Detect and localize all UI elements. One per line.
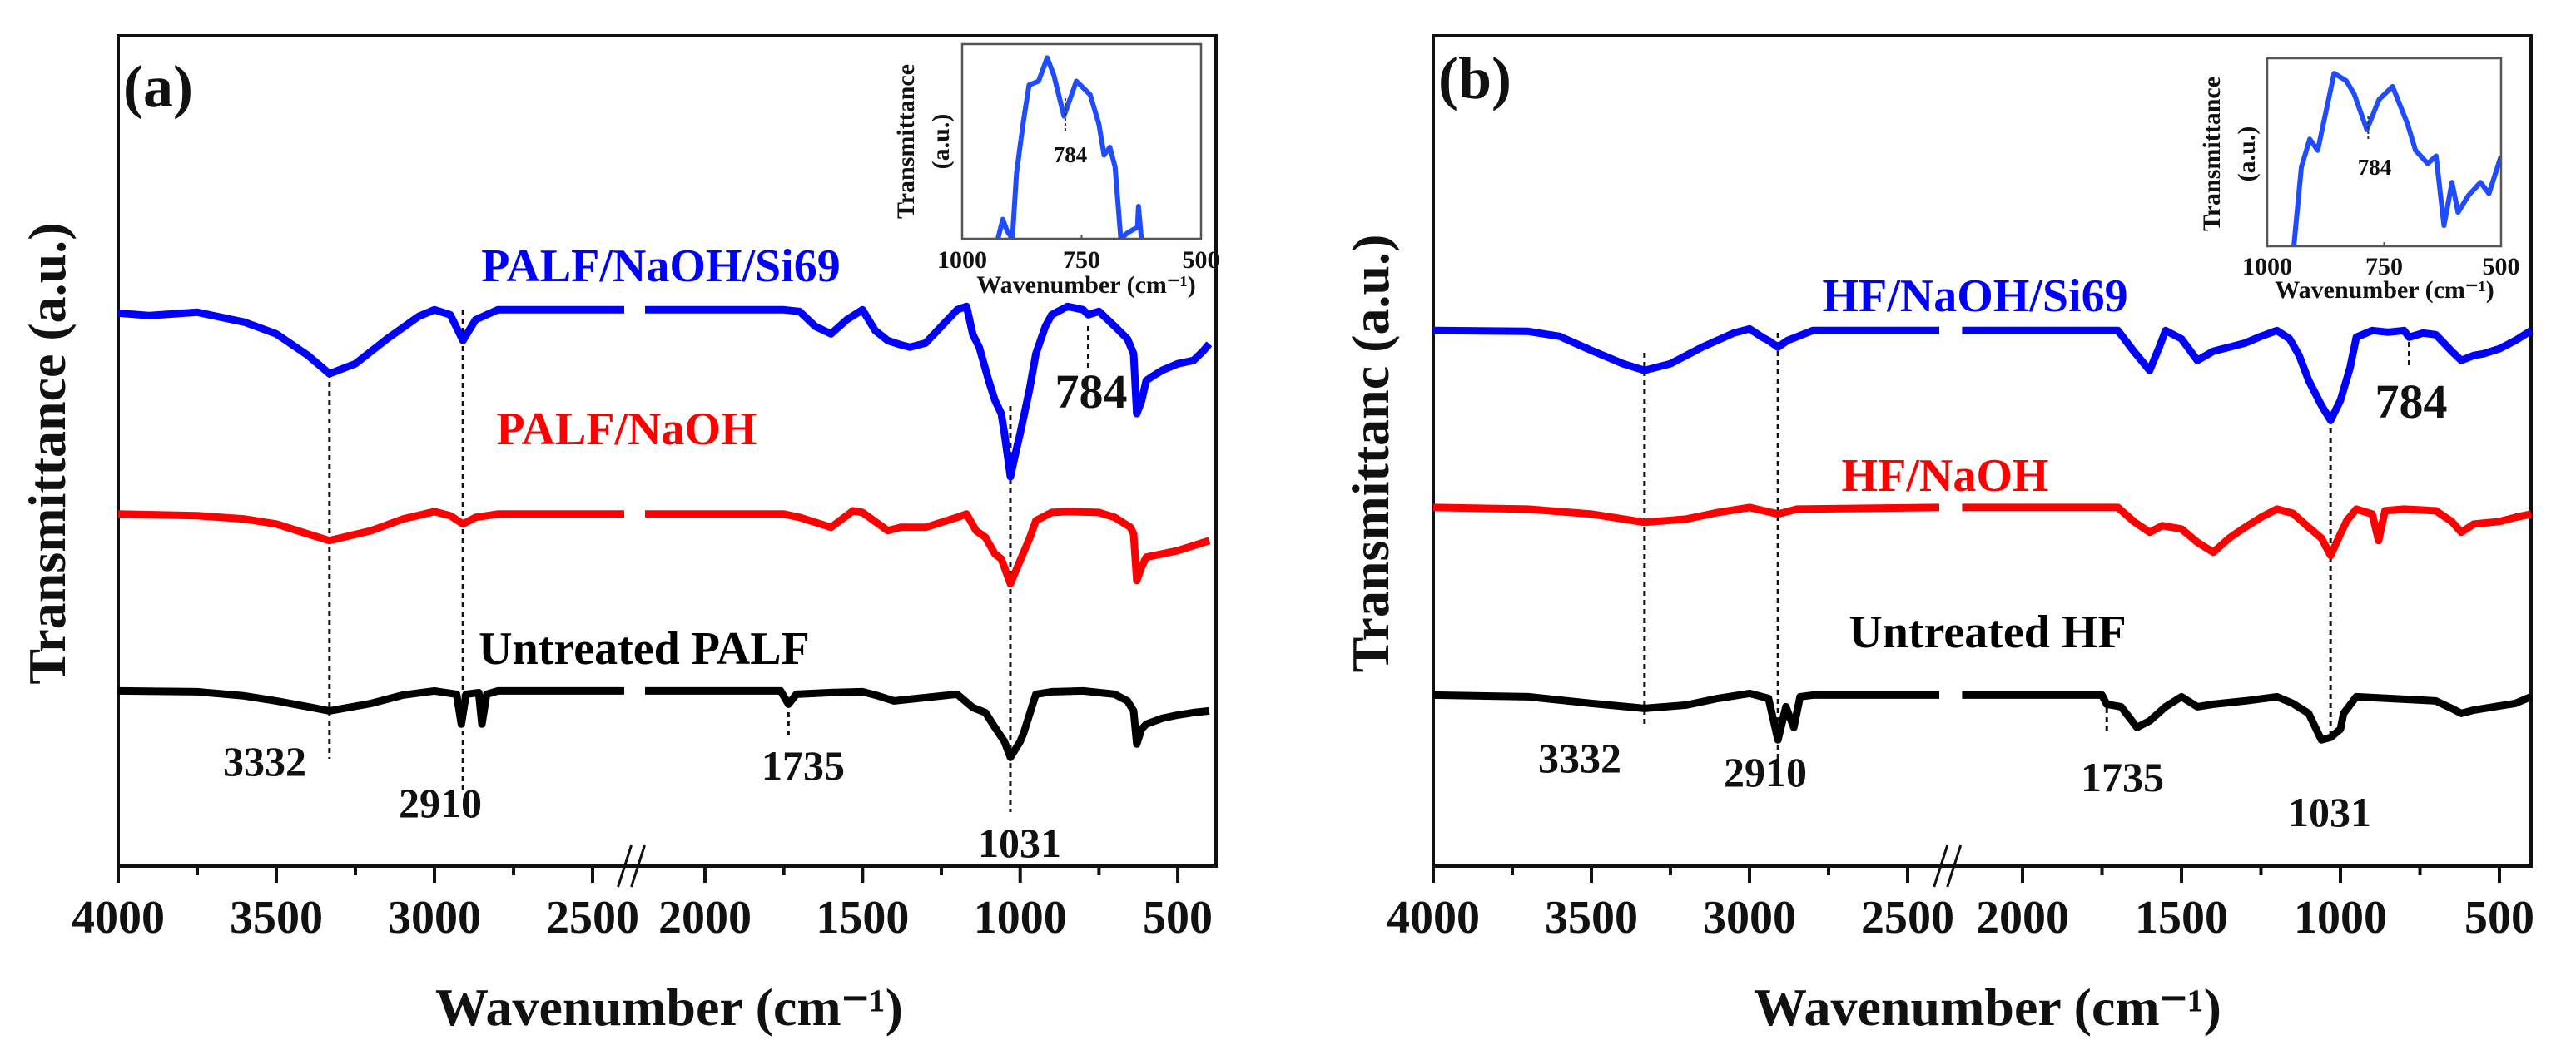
x-tick-label: 500 — [1143, 892, 1213, 944]
x-tick-label: 1000 — [974, 892, 1067, 944]
inset-x-tick-label: 1000 — [2242, 253, 2292, 280]
inset-x-tick-label: 500 — [2483, 253, 2520, 280]
panel-a-label: (a) — [123, 53, 193, 120]
panel-a-inset-marks: 1000 750 500 — [937, 42, 1220, 274]
peak-label-1031: 1031 — [978, 820, 1061, 866]
axis-break-mark — [1946, 844, 1963, 888]
inset-b-peak-label-784: 784 — [2358, 155, 2392, 180]
inset-x-tick-label: 750 — [2365, 253, 2403, 280]
inset-series-line — [995, 55, 1144, 239]
series-line-hf-naoh-si69 — [1962, 326, 2534, 424]
panel-a-inset: 1000 750 500 Wavenumber (cm⁻¹) Transmittan… — [892, 42, 1220, 299]
inset-x-tick-label: 500 — [1183, 246, 1220, 274]
series-label-untreated-palf: Untreated PALF — [479, 623, 810, 675]
x-tick-label: 2500 — [1861, 892, 1954, 944]
peak-label-1735: 1735 — [762, 742, 845, 789]
panel-b-inset-marks: 1000 750 500 — [2242, 57, 2520, 280]
inset-a-x-axis-title: Wavenumber (cm⁻¹) — [976, 271, 1195, 299]
series-label-hf-naoh: HF/NaOH — [1842, 450, 2049, 502]
peak-label-3332: 3332 — [223, 738, 306, 785]
series-label-untreated-hf: Untreated HF — [1849, 607, 2126, 658]
inset-series-line — [2291, 71, 2501, 246]
x-tick-label: 1000 — [2294, 892, 2387, 944]
peak-label-1031: 1031 — [2288, 789, 2371, 835]
panel-b-marks: 4000 3500 3000 2500 2000 1500 1000 500 — [1387, 34, 2534, 944]
series-line-palf-naoh — [117, 508, 624, 545]
panel-a-x-axis-title: Wavenumber (cm⁻¹) — [435, 978, 903, 1037]
axis-break-mark — [617, 844, 633, 888]
panel-b-y-axis-title: Transmittanc (a.u.) — [1341, 235, 1400, 673]
peak-label-2910: 2910 — [399, 780, 482, 826]
panel-b-x-axis-title: Wavenumber (cm⁻¹) — [1754, 978, 2221, 1037]
x-tick-label: 4000 — [1387, 892, 1480, 944]
panel-b-inset: 1000 750 500 Wavenumber (cm⁻¹) Transmittan… — [2198, 57, 2520, 304]
series-line-untreated-palf — [645, 686, 1210, 761]
x-tick-label: 3500 — [230, 892, 323, 944]
peak-label-2910: 2910 — [1724, 749, 1807, 795]
series-line-untreated-palf — [117, 686, 624, 728]
series-label-palf-naoh: PALF/NaOH — [496, 404, 757, 455]
x-tick-label: 4000 — [72, 892, 165, 944]
plot-frame — [117, 34, 1218, 868]
inset-x-tick-label: 1000 — [937, 246, 987, 274]
series-line-palf-naoh-si69 — [645, 302, 1213, 481]
series-line-palf-naoh-si69 — [117, 305, 624, 378]
axis-break-mark — [630, 844, 646, 888]
x-tick-label: 2000 — [658, 892, 752, 944]
panel-a: 4000 3500 3000 2500 2000 1500 1000 500 (a) Tran… — [17, 34, 1220, 1037]
x-tick-label: 500 — [2464, 892, 2534, 944]
panel-b: 4000 3500 3000 2500 2000 1500 1000 500 (b) Tran… — [1341, 34, 2534, 1037]
peak-label-1735: 1735 — [2081, 754, 2164, 800]
peak-label-3332: 3332 — [1538, 735, 1621, 781]
inset-x-tick-label: 750 — [1063, 246, 1100, 274]
series-line-hf-naoh — [1962, 503, 2533, 560]
x-tick-label: 3000 — [1703, 892, 1796, 944]
inset-a-peak-label-784: 784 — [1054, 142, 1088, 167]
peak-label-784: 784 — [1055, 364, 1128, 419]
x-tick-label: 1500 — [2135, 892, 2228, 944]
inset-b-y-axis-title-line2: (a.u.) — [2233, 126, 2261, 182]
x-tick-label: 2500 — [546, 892, 639, 944]
series-line-hf-naoh — [1432, 503, 1940, 527]
inset-b-y-axis-title-line1: Transmittance — [2198, 77, 2226, 231]
series-line-untreated-hf — [1432, 689, 1939, 744]
x-tick-label: 1500 — [816, 892, 909, 944]
peak-label-784: 784 — [2375, 374, 2448, 428]
x-tick-label: 3500 — [1545, 892, 1638, 944]
axis-break-mark — [1933, 844, 1949, 888]
panel-a-marks: 4000 3500 3000 2500 2000 1500 1000 500 — [72, 34, 1218, 944]
x-tick-label: 3000 — [388, 892, 481, 944]
inset-b-x-axis-title: Wavenumber (cm⁻¹) — [2275, 276, 2494, 304]
x-tick-label: 2000 — [1976, 892, 2069, 944]
inset-a-y-axis-title-line1: Transmittance — [892, 64, 920, 219]
panel-a-y-axis-title: Transmittance (a.u.) — [17, 222, 77, 684]
series-label-palf-naoh-si69: PALF/NaOH/Si69 — [481, 240, 840, 292]
series-line-hf-naoh-si69 — [1432, 324, 1939, 374]
series-line-palf-naoh — [645, 507, 1211, 588]
panel-b-label: (b) — [1438, 45, 1511, 111]
series-line-untreated-hf — [1962, 691, 2533, 744]
plot-frame — [1432, 34, 2533, 868]
series-label-hf-naoh-si69: HF/NaOH/Si69 — [1822, 270, 2127, 322]
inset-a-y-axis-title-line2: (a.u.) — [927, 114, 955, 170]
